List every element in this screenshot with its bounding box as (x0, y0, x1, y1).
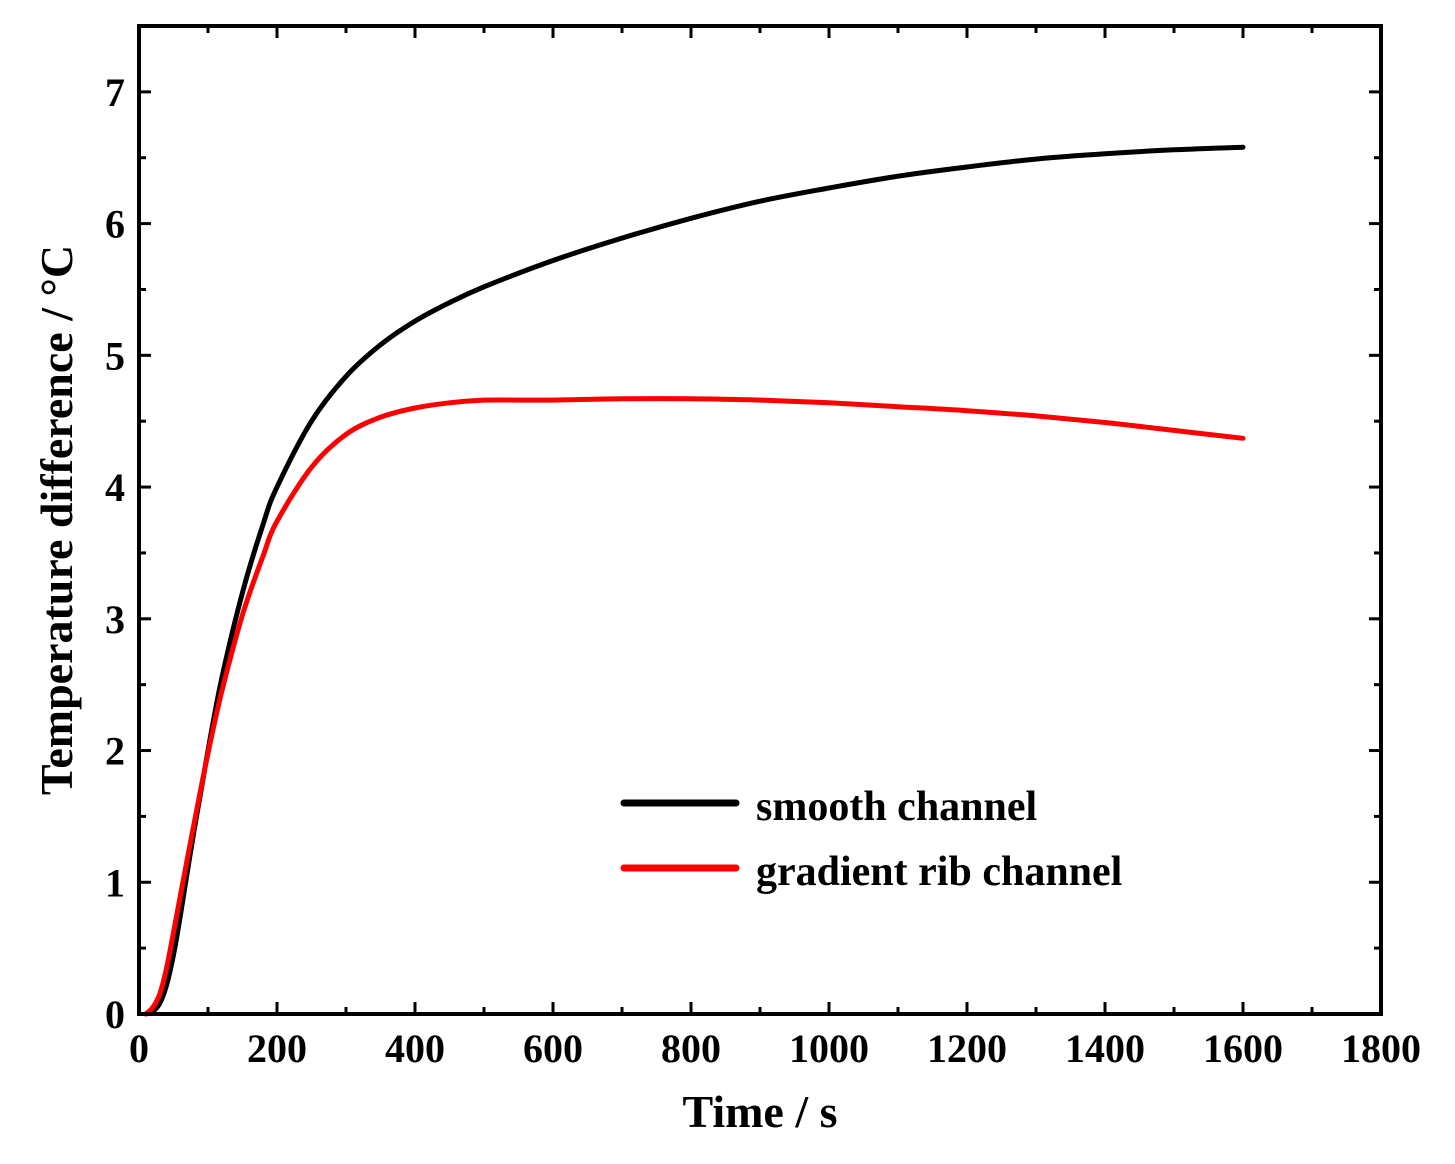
legend: smooth channel gradient rib channel (620, 784, 1122, 895)
y-tick-label: 7 (105, 70, 125, 115)
x-tick-label: 1000 (789, 1026, 869, 1071)
ticks-layer: 0 200 400 600 800 1000 1200 1400 1600 1800 0 1 2 3 4 5 6… (105, 24, 1421, 1071)
x-tick-label: 1400 (1065, 1026, 1145, 1071)
series-line-gradient-rib-channel (143, 396, 1246, 1017)
y-axis-title: Temperature difference / °C (31, 245, 82, 795)
y-tick-label: 5 (105, 333, 125, 378)
x-tick-label: 0 (129, 1026, 149, 1071)
y-tick-label: 1 (105, 860, 125, 905)
x-tick-label: 800 (661, 1026, 721, 1071)
x-axis-title: Time / s (682, 1086, 837, 1137)
y-tick-label: 4 (105, 465, 125, 510)
x-tick-label: 600 (523, 1026, 583, 1071)
series-line-smooth-channel (143, 144, 1246, 1017)
y-tick-label: 2 (105, 729, 125, 774)
y-tick-label: 3 (105, 597, 125, 642)
x-tick-label: 1800 (1341, 1026, 1421, 1071)
series-layer (143, 144, 1246, 1017)
x-tick-label: 1200 (927, 1026, 1007, 1071)
legend-label-gradient-rib-channel: gradient rib channel (756, 849, 1122, 895)
x-tick-label: 400 (385, 1026, 445, 1071)
x-tick-label: 1600 (1203, 1026, 1283, 1071)
y-tick-label: 6 (105, 202, 125, 247)
x-tick-label: 200 (247, 1026, 307, 1071)
y-tick-label: 0 (105, 992, 125, 1037)
legend-label-smooth-channel: smooth channel (756, 784, 1037, 830)
